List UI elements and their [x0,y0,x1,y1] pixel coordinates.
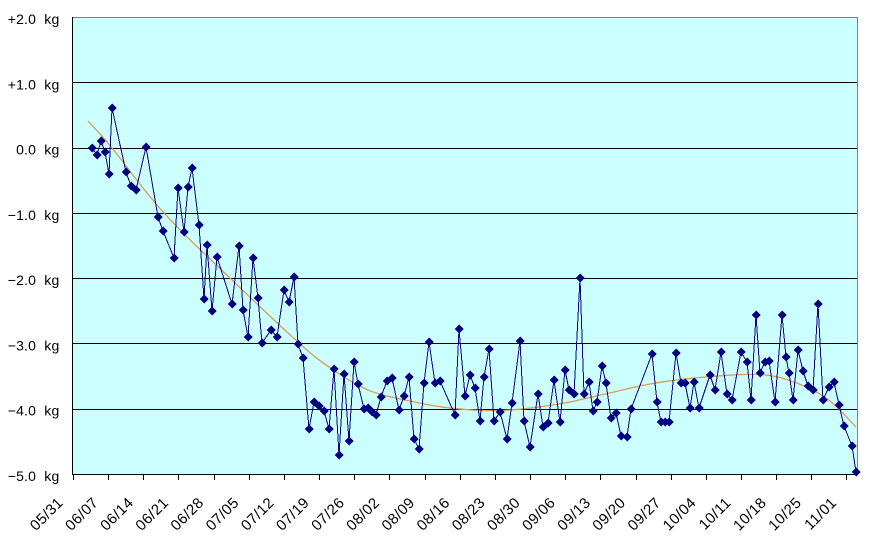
svg-text:−4.0 kg: −4.0 kg [8,403,60,419]
svg-text:+1.0 kg: +1.0 kg [8,76,60,92]
svg-text:−2.0 kg: −2.0 kg [8,272,60,288]
svg-text:−3.0 kg: −3.0 kg [8,337,60,353]
svg-text:0.0 kg: 0.0 kg [16,142,59,158]
svg-text:−5.0 kg: −5.0 kg [8,468,60,484]
svg-text:−1.0 kg: −1.0 kg [8,207,60,223]
svg-text:+2.0 kg: +2.0 kg [8,11,60,27]
